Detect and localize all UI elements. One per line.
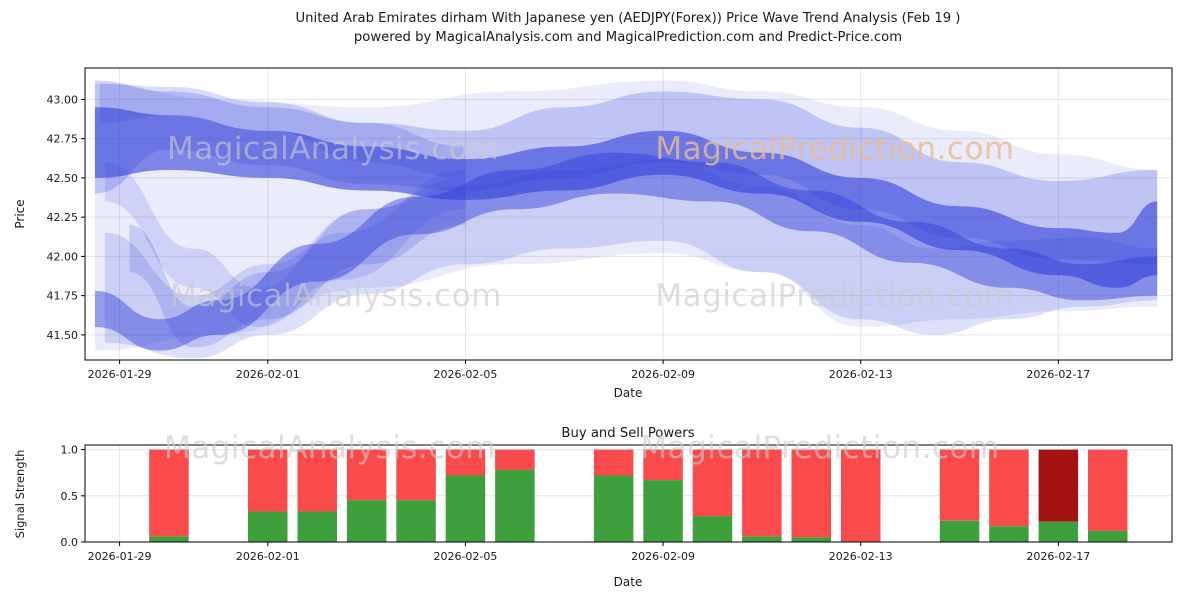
chart-title-line2: powered by MagicalAnalysis.com and Magic… xyxy=(354,30,902,45)
buy-bar xyxy=(593,475,634,542)
y-tick-label: 41.75 xyxy=(47,290,79,303)
x-tick-label: 2026-02-05 xyxy=(433,368,497,381)
price-band-upper-medium-band xyxy=(94,80,1158,265)
buy-bar xyxy=(445,475,486,542)
sell-bar xyxy=(692,449,733,517)
price-band-dark-secondary-band xyxy=(94,152,1158,351)
buy-bar xyxy=(989,526,1029,542)
buy-sell-title: Buy and Sell Powers xyxy=(561,426,694,441)
price-band-lower-light-band xyxy=(104,159,1158,359)
x-tick-label: 2026-01-29 xyxy=(88,550,152,563)
buy-bar xyxy=(643,480,683,542)
sell-bar xyxy=(346,449,387,501)
sell-bar xyxy=(841,449,881,542)
buy-bar xyxy=(495,469,535,542)
y-tick-label: 0.0 xyxy=(61,536,79,549)
buy-bar xyxy=(692,516,733,542)
y-tick-label: 43.00 xyxy=(47,93,79,106)
signal-strength-y-axis-label: Signal Strength xyxy=(13,450,27,539)
price-y-axis-label: Price xyxy=(13,199,27,228)
sell-bar xyxy=(939,449,980,521)
buy-sell-x-axis-label: Date xyxy=(614,575,643,589)
y-tick-label: 42.25 xyxy=(47,211,79,224)
sell-bar xyxy=(742,449,782,537)
plot-border xyxy=(84,67,1173,361)
sell-bar xyxy=(297,449,337,512)
buy-sell-chart: 2026-01-29 2026-02-01 2026-02-05 2026-02-09… xyxy=(13,426,1173,589)
price-plot-area: 2026-01-29 2026-02-01 2026-02-05 2026-02-09… xyxy=(47,67,1173,381)
buy-bar xyxy=(396,500,436,542)
chart-title-line1: United Arab Emirates dirham With Japanes… xyxy=(296,11,961,26)
buy-bar xyxy=(297,511,337,542)
buy-bar xyxy=(742,536,782,542)
y-tick-label: 41.50 xyxy=(47,329,79,342)
price-bands xyxy=(94,80,1158,359)
price-band-cross-diagonal-a xyxy=(104,162,466,327)
y-tick-label: 0.5 xyxy=(61,490,79,503)
buy-bar xyxy=(939,520,980,542)
sell-bar xyxy=(593,449,634,476)
price-band-cross-diagonal-b xyxy=(129,177,466,348)
sell-bar xyxy=(791,449,831,538)
sell-bar xyxy=(248,449,288,512)
buy-bar xyxy=(1088,530,1128,542)
buy-bar xyxy=(248,511,288,542)
sell-bar xyxy=(445,449,486,476)
x-tick-label: 2026-02-13 xyxy=(829,550,893,563)
buy-bar xyxy=(791,537,831,542)
price-x-axis-label: Date xyxy=(614,386,643,400)
sell-bar xyxy=(989,449,1029,527)
x-tick-label: 2026-02-01 xyxy=(236,368,300,381)
x-tick-label: 2026-02-17 xyxy=(1026,368,1090,381)
buy-bar xyxy=(149,536,189,542)
y-tick-label: 42.50 xyxy=(47,172,79,185)
buy-bar xyxy=(346,500,387,542)
sell-bar xyxy=(1088,449,1128,531)
plot-border xyxy=(84,444,1173,543)
sell-bar xyxy=(149,449,189,537)
y-tick-label: 1.0 xyxy=(61,444,79,457)
x-tick-label: 2026-02-09 xyxy=(631,368,695,381)
sell-bar xyxy=(643,449,683,481)
x-tick-label: 2026-02-05 xyxy=(433,550,497,563)
y-tick-label: 42.75 xyxy=(47,133,79,146)
price-band-dark-main-band xyxy=(94,107,1158,288)
price-wave-chart: 2026-01-29 2026-02-01 2026-02-05 2026-02-09… xyxy=(13,11,1173,400)
x-tick-label: 2026-02-09 xyxy=(631,550,695,563)
x-tick-label: 2026-02-17 xyxy=(1026,550,1090,563)
x-tick-label: 2026-01-29 xyxy=(88,368,152,381)
buy-bar xyxy=(1038,521,1079,542)
x-tick-label: 2026-02-01 xyxy=(236,550,300,563)
buy-sell-plot-area: 2026-01-29 2026-02-01 2026-02-05 2026-02-09… xyxy=(61,444,1173,563)
sell-bar xyxy=(1038,449,1079,522)
sell-bar xyxy=(396,449,436,501)
sell-bar xyxy=(495,449,535,470)
x-tick-label: 2026-02-13 xyxy=(829,368,893,381)
y-tick-label: 42.00 xyxy=(47,250,79,263)
